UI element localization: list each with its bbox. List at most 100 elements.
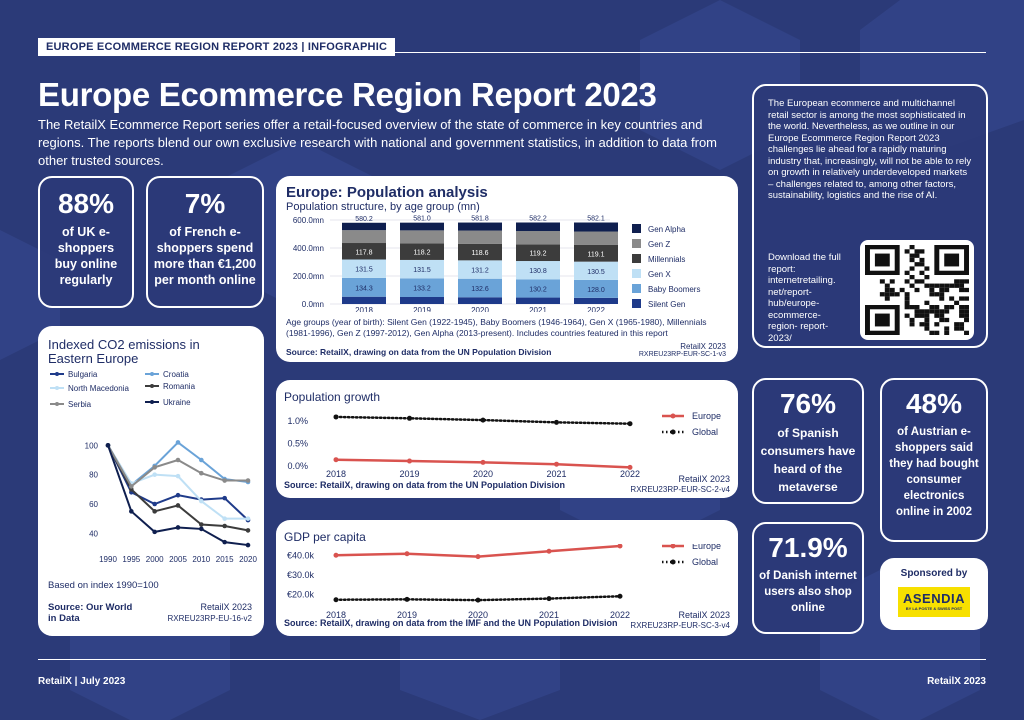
- qr-module: [934, 305, 940, 310]
- qr-module: [929, 287, 935, 293]
- x-tick-label: 1990: [99, 555, 117, 564]
- bar-segment: [516, 261, 560, 280]
- data-label: 119.1: [588, 251, 605, 258]
- qr-module: [919, 249, 925, 254]
- chart-ref: RXREU23RP-EUR-SC-1-v3: [638, 351, 726, 358]
- data-label: 128.0: [587, 287, 605, 294]
- x-tick-label: 2015: [216, 555, 234, 564]
- qr-module: [909, 245, 915, 250]
- chart-title: Indexed CO2 emissions in Eastern Europe: [48, 337, 200, 366]
- qr-module: [939, 313, 945, 318]
- data-point: [627, 464, 633, 470]
- x-tick-label: 2021: [546, 469, 566, 478]
- data-point: [222, 516, 227, 521]
- qr-module: [949, 296, 955, 301]
- stat-card-uk: 88% of UK e-shoppers buy online regularl…: [38, 176, 134, 308]
- y-tick-label: 0.5%: [287, 439, 308, 449]
- bar-segment: [516, 244, 560, 262]
- qr-module: [904, 292, 910, 297]
- qr-module: [954, 322, 960, 327]
- bar-segment: [342, 243, 386, 260]
- qr-module: [924, 283, 930, 288]
- data-point: [199, 457, 204, 463]
- data-point: [199, 522, 204, 527]
- qr-module: [904, 270, 910, 275]
- data-label: 131.5: [413, 267, 431, 274]
- total-label: 581.8: [471, 216, 489, 223]
- qr-module: [944, 305, 950, 310]
- data-label: 130.2: [529, 286, 547, 293]
- legend-label: Global: [692, 427, 718, 437]
- footer-right: RetailX 2023: [927, 676, 986, 687]
- legend-label: Baby Boomers: [648, 285, 700, 294]
- y-tick-label: €30.0k: [287, 570, 315, 580]
- x-tick-label: 2020: [239, 555, 257, 564]
- total-label: 581.0: [413, 216, 431, 223]
- y-tick-label: 60: [89, 500, 98, 509]
- qr-module: [964, 317, 969, 323]
- qr-module: [944, 326, 950, 331]
- chart-note: Based on index 1990=100: [48, 580, 159, 591]
- bar-segment: [458, 222, 502, 231]
- qr-module: [889, 292, 895, 297]
- qr-code[interactable]: [860, 240, 974, 340]
- legend-label: Gen X: [648, 270, 671, 279]
- data-point: [129, 509, 134, 514]
- x-tick-label: 2020: [471, 306, 489, 312]
- data-point: [554, 461, 559, 467]
- data-label: 132.6: [471, 286, 489, 293]
- download-link[interactable]: Download the full report: internetretail…: [768, 252, 841, 344]
- bar-segment: [458, 278, 502, 298]
- x-tick-label: 2019: [413, 306, 431, 312]
- legend-marker: [55, 402, 59, 406]
- qr-module: [939, 309, 945, 314]
- qr-module: [959, 283, 965, 288]
- intro-text: The RetailX Ecommerce Report series offe…: [38, 117, 718, 168]
- legend-marker: [670, 429, 676, 435]
- qr-module: [964, 313, 969, 318]
- qr-module: [924, 317, 930, 323]
- total-label: 582.2: [529, 215, 547, 222]
- chart-source: Source: RetailX, drawing on data from th…: [286, 347, 552, 357]
- data-point: [333, 414, 339, 420]
- qr-module: [909, 283, 915, 288]
- stat-value: 71.9%: [768, 532, 848, 563]
- sponsor-card: Sponsored by ASENDIA BY LA POSTE & SWISS…: [880, 558, 988, 630]
- population-stacked-bar-chart: 0.0mn 200.0mn 400.0mn 600.0mn 134.3 131.5 117.…: [293, 215, 701, 312]
- qr-module: [914, 309, 920, 314]
- qr-module: [944, 317, 950, 323]
- x-tick-label: 1995: [122, 555, 140, 564]
- qr-module: [884, 287, 890, 293]
- stat-value: 76%: [779, 388, 837, 419]
- qr-module: [909, 322, 915, 327]
- x-tick-label: 2019: [397, 610, 417, 618]
- qr-module: [934, 283, 940, 288]
- qr-module: [964, 279, 969, 284]
- data-label: 134.3: [355, 285, 373, 292]
- stat-text: of Spanish consumers have heard of the m…: [760, 426, 856, 494]
- legend-label: North Macedonia: [68, 384, 129, 393]
- data-point: [105, 443, 111, 448]
- qr-module: [929, 330, 935, 335]
- qr-module: [919, 262, 925, 267]
- qr-finder: [944, 253, 960, 267]
- y-tick-label: 1.0%: [287, 416, 308, 426]
- sponsor-logo[interactable]: ASENDIA BY LA POSTE & SWISS POST: [898, 587, 970, 617]
- footer-left: RetailX | July 2023: [38, 676, 126, 687]
- stat-value: 48%: [905, 388, 963, 419]
- population-growth-line-chart: 0.0% 0.5% 1.0% 2018 2019 2020 2021 2022 Europe Gl…: [287, 411, 721, 478]
- qr-module: [914, 287, 920, 293]
- data-point: [152, 501, 157, 507]
- stat-card-france: 7% of French e-shoppers spend more than …: [146, 176, 264, 308]
- x-tick-label: 2021: [539, 610, 559, 618]
- qr-module: [954, 300, 960, 305]
- qr-module: [944, 283, 950, 288]
- gdp-per-capita-card: GDP per capita €20.0k €30.0k €40.0k 2018 201…: [276, 520, 738, 636]
- bar-segment: [400, 222, 444, 231]
- qr-module: [919, 257, 925, 263]
- data-point: [404, 551, 410, 557]
- qr-module: [959, 296, 965, 301]
- data-point: [475, 597, 481, 603]
- qr-module: [939, 287, 945, 293]
- data-label: 130.5: [587, 269, 605, 276]
